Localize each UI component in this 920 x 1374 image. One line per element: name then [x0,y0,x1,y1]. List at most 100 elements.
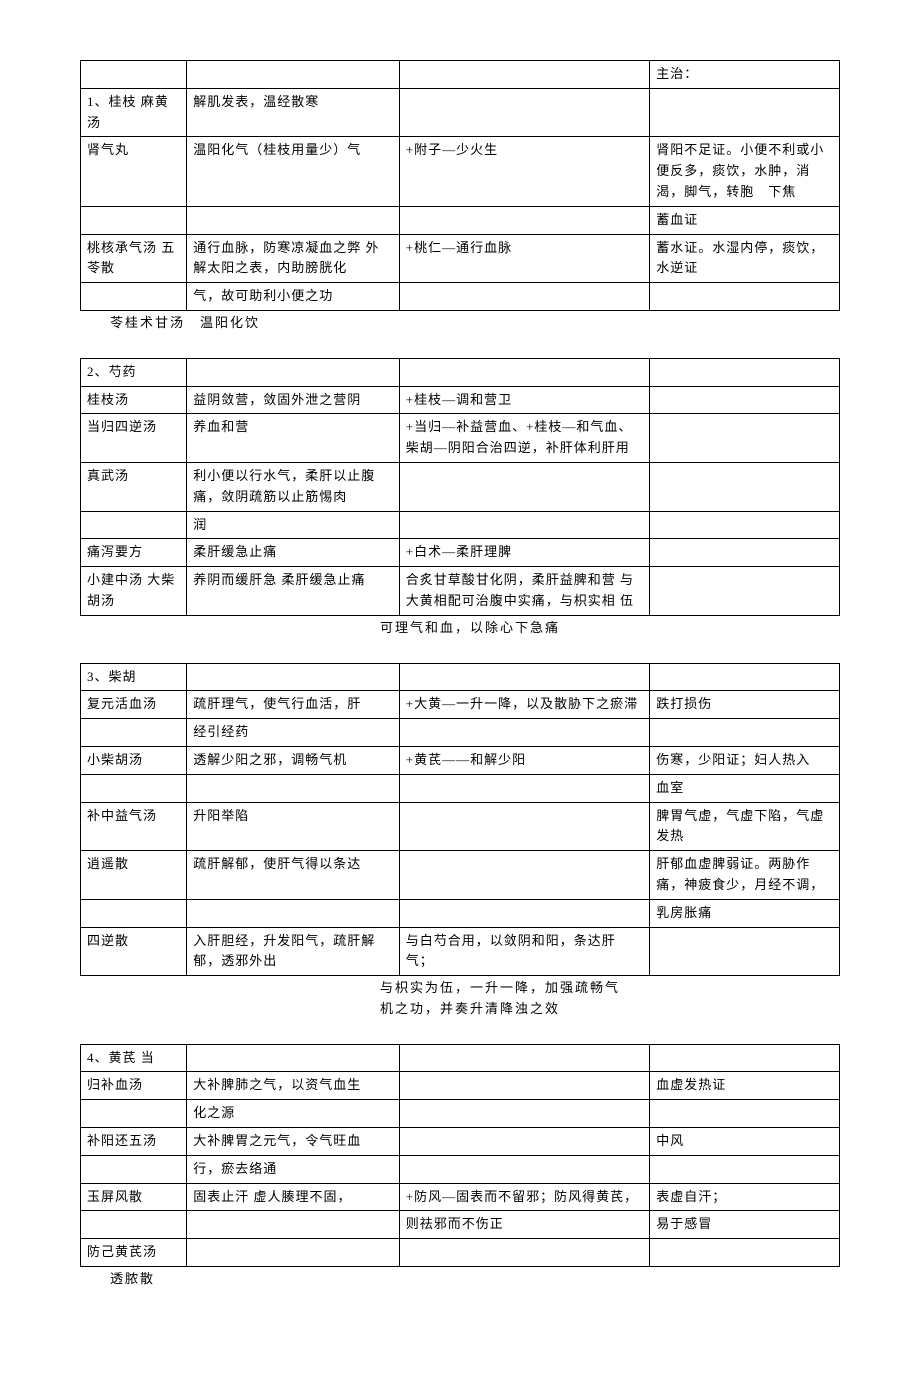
table-row: 经引经药 [81,719,840,747]
table-cell: 气，故可助利小便之功 [187,283,400,311]
trailing-text: 透脓散 [80,1269,840,1290]
table-cell: 透解少阳之邪，调畅气机 [187,746,400,774]
table-row: 乳房胀痛 [81,899,840,927]
table-cell: +防风—固表而不留邪；防风得黄芪， [399,1183,649,1211]
table-cell [650,511,840,539]
table-row: 桃核承气汤 五苓散通行血脉，防寒凉凝血之弊 外解太阳之表，内助膀胱化+桃仁—通行… [81,234,840,283]
table-cell [399,1239,649,1267]
table-row: 痛泻要方柔肝缓急止痛+白术—柔肝理脾 [81,539,840,567]
table-cell [399,663,649,691]
table-row: 1、桂枝 麻黄汤解肌发表，温经散寒 [81,88,840,137]
table-row: 3、柴胡 [81,663,840,691]
table-cell [81,511,187,539]
table-row: 血室 [81,774,840,802]
table-row: 桂枝汤益阴敛营，敛固外泄之营阴+桂枝—调和营卫 [81,386,840,414]
table-cell [650,663,840,691]
table-cell: 肾气丸 [81,137,187,206]
table-cell: 逍遥散 [81,851,187,900]
table-cell: 养阴而缓肝急 柔肝缓急止痛 [187,567,400,616]
table-cell: 利小便以行水气，柔肝以止腹痛，敛阴疏筋以止筋惕肉 [187,462,400,511]
table-row: 补中益气汤升阳举陷脾胃气虚，气虚下陷，气虚发热 [81,802,840,851]
table-cell: 1、桂枝 麻黄汤 [81,88,187,137]
table-cell [399,1044,649,1072]
table-cell [650,386,840,414]
table-cell: +附子—少火生 [399,137,649,206]
table-cell [399,802,649,851]
table-cell: 血虚发热证 [650,1072,840,1100]
table-cell [81,283,187,311]
table-cell: 归补血汤 [81,1072,187,1100]
table-cell: 痛泻要方 [81,539,187,567]
table-cell [650,567,840,616]
formula-table-1: 主治：1、桂枝 麻黄汤解肌发表，温经散寒肾气丸温阳化气（桂枝用量少）气+附子—少… [80,60,840,311]
trailing-text: 与枳实为伍，一升一降，加强疏畅气 机之功，并奏升清降浊之效 [80,978,840,1020]
table-cell [81,61,187,89]
table-cell: 润 [187,511,400,539]
table-row: 则祛邪而不伤正易于感冒 [81,1211,840,1239]
table-row: 小柴胡汤透解少阳之邪，调畅气机+黄芪——和解少阳伤寒，少阳证；妇人热入 [81,746,840,774]
formula-table-4: 4、黄芪 当归补血汤大补脾肺之气，以资气血生血虚发热证化之源补阳还五汤大补脾胃之… [80,1044,840,1267]
table-cell: 3、柴胡 [81,663,187,691]
table-cell: 小建中汤 大柴胡汤 [81,567,187,616]
table-cell: 蓄血证 [650,206,840,234]
table-row: 真武汤利小便以行水气，柔肝以止腹痛，敛阴疏筋以止筋惕肉 [81,462,840,511]
formula-table-3: 3、柴胡复元活血汤疏肝理气，使气行血活，肝+大黄—一升一降，以及散胁下之瘀滞跌打… [80,663,840,977]
table-row: 玉屏风散固表止汗 虚人腠理不固，+防风—固表而不留邪；防风得黄芪，表虚自汗； [81,1183,840,1211]
table-cell [399,774,649,802]
table-cell [650,88,840,137]
table-row: 4、黄芪 当 [81,1044,840,1072]
table-cell: 桂枝汤 [81,386,187,414]
table-cell: 伤寒，少阳证；妇人热入 [650,746,840,774]
table-cell [81,1211,187,1239]
table-cell [650,1100,840,1128]
table-cell: 真武汤 [81,462,187,511]
table-cell: 易于感冒 [650,1211,840,1239]
table-cell: 主治： [650,61,840,89]
table-cell: 乳房胀痛 [650,899,840,927]
table-cell [399,899,649,927]
table-cell [187,206,400,234]
table-cell [81,206,187,234]
table-cell: +当归—补益营血、+桂枝—和气血、柴胡—阴阳合治四逆，补肝体利肝用 [399,414,649,463]
trailing-text: 苓桂术甘汤 温阳化饮 [80,313,840,334]
table-cell [399,61,649,89]
table-cell: 脾胃气虚，气虚下陷，气虚发热 [650,802,840,851]
table-cell [650,1239,840,1267]
table-cell: 当归四逆汤 [81,414,187,463]
table-row: 复元活血汤疏肝理气，使气行血活，肝+大黄—一升一降，以及散胁下之瘀滞跌打损伤 [81,691,840,719]
table-row: 四逆散入肝胆经，升发阳气，疏肝解郁，透邪外出与白芍合用，以敛阴和阳，条达肝气； [81,927,840,976]
table-row: 肾气丸温阳化气（桂枝用量少）气+附子—少火生肾阳不足证。小便不利或小便反多，痰饮… [81,137,840,206]
table-cell [650,1155,840,1183]
table-cell [650,539,840,567]
table-cell [81,899,187,927]
table-cell [187,1211,400,1239]
table-cell: 2、芍药 [81,358,187,386]
table-cell: 复元活血汤 [81,691,187,719]
table-row: 归补血汤大补脾肺之气，以资气血生血虚发热证 [81,1072,840,1100]
table-cell: 肝郁血虚脾弱证。两胁作痛，神疲食少，月经不调， [650,851,840,900]
table-cell: 4、黄芪 当 [81,1044,187,1072]
table-cell [81,1100,187,1128]
table-cell [399,1155,649,1183]
table-cell: 通行血脉，防寒凉凝血之弊 外解太阳之表，内助膀胱化 [187,234,400,283]
table-cell [399,88,649,137]
table-cell [187,1044,400,1072]
table-row: 蓄血证 [81,206,840,234]
table-cell [399,283,649,311]
table-row: 当归四逆汤养血和营+当归—补益营血、+桂枝—和气血、柴胡—阴阳合治四逆，补肝体利… [81,414,840,463]
table-cell: 跌打损伤 [650,691,840,719]
table-cell: 行，瘀去络通 [187,1155,400,1183]
table-cell: 养血和营 [187,414,400,463]
table-cell [399,719,649,747]
table-cell: 中风 [650,1128,840,1156]
table-cell: +桂枝—调和营卫 [399,386,649,414]
trailing-text: 可理气和血，以除心下急痛 [80,618,840,639]
table-cell: 小柴胡汤 [81,746,187,774]
table-row: 润 [81,511,840,539]
table-cell [187,61,400,89]
table-cell: 解肌发表，温经散寒 [187,88,400,137]
table-cell: 四逆散 [81,927,187,976]
table-cell: 与白芍合用，以敛阴和阳，条达肝气； [399,927,649,976]
table-cell: 柔肝缓急止痛 [187,539,400,567]
table-cell: +白术—柔肝理脾 [399,539,649,567]
